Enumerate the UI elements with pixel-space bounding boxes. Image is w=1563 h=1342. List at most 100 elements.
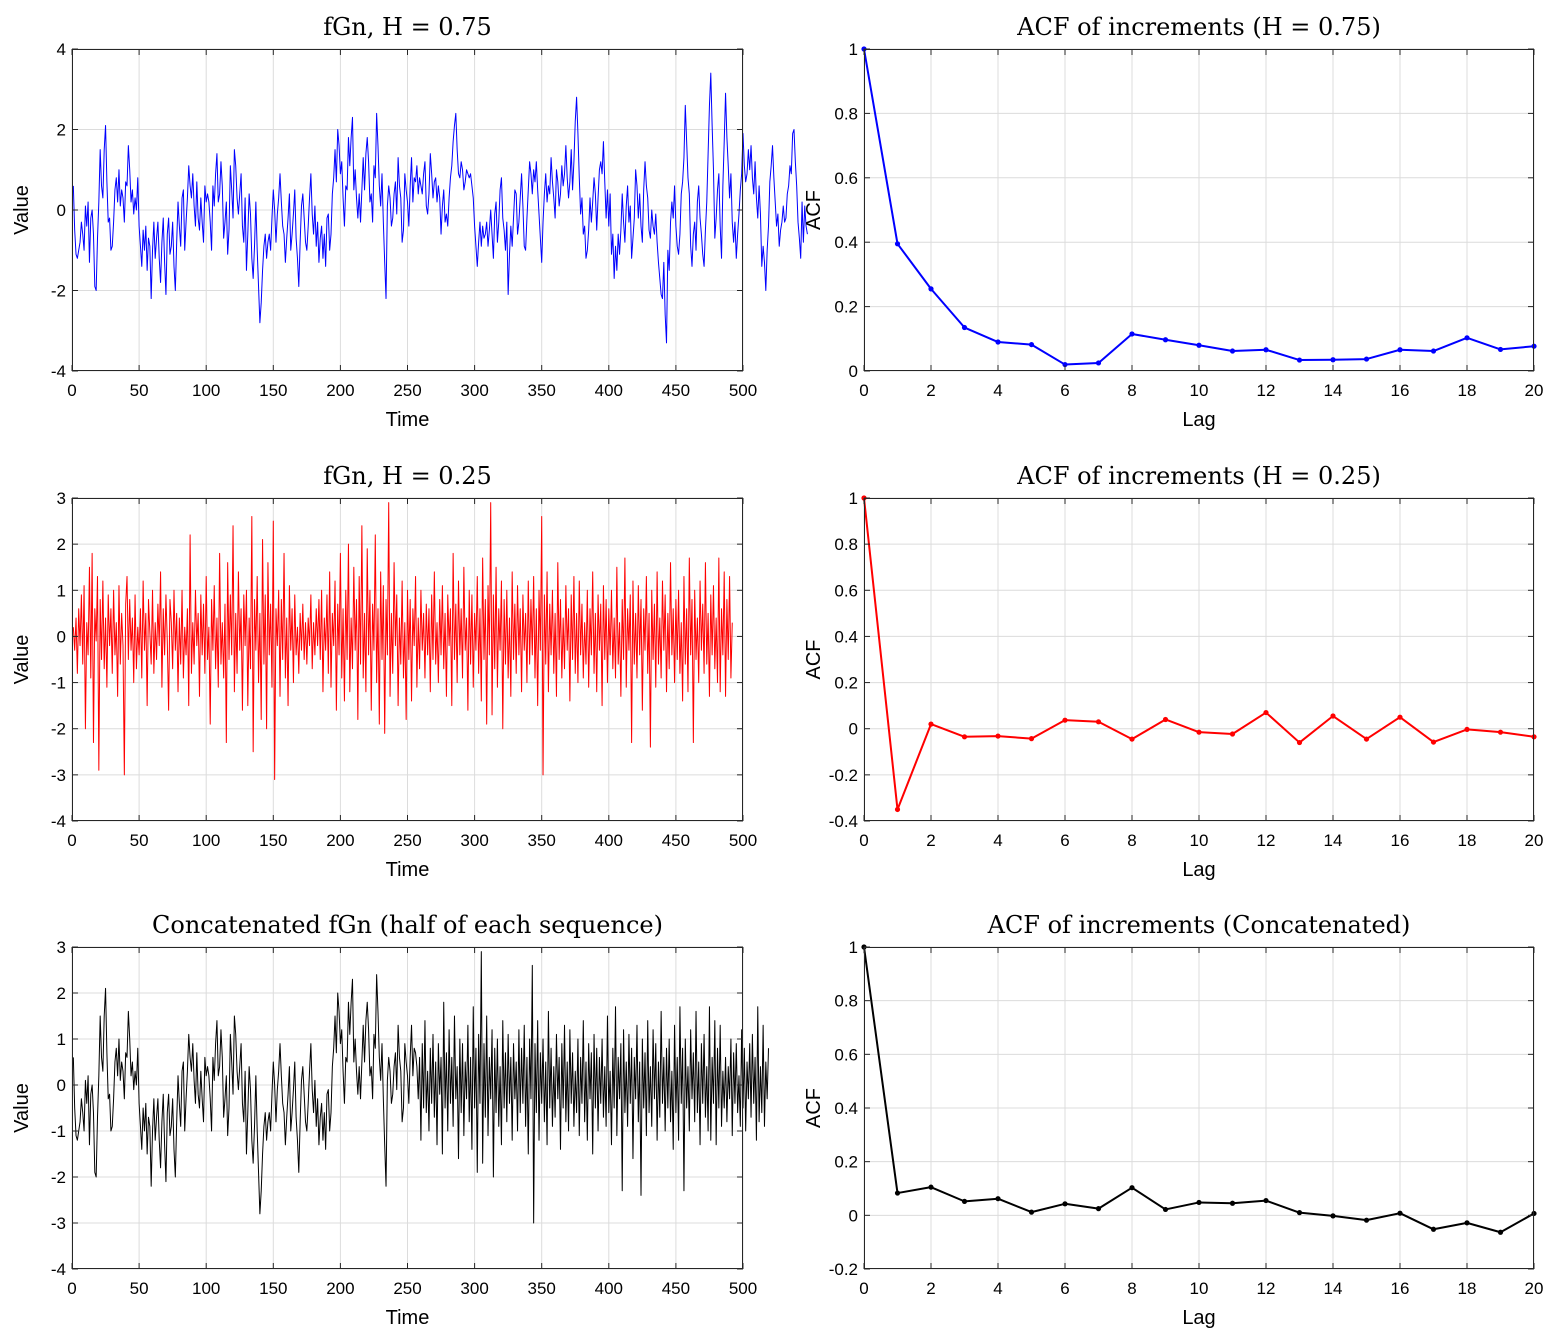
- y-tick-label: 0: [57, 627, 66, 646]
- data-point: [995, 733, 1001, 739]
- subplot-acf025: 0 2 4 6 8 10 12 14 16 18 20 -0.4 -0.2 0 0.2 0.4 0.6 0.8 1 A…: [803, 462, 1543, 881]
- data-point: [1363, 356, 1370, 362]
- x-tick-label: 100: [192, 831, 220, 850]
- chart-title: fGn, H = 0.75: [323, 13, 492, 41]
- y-axis-label: Value: [11, 1083, 33, 1133]
- x-tick-label: 10: [1190, 381, 1209, 400]
- y-tick-label: 0: [57, 201, 66, 220]
- x-tick-label: 150: [259, 1279, 287, 1298]
- y-tick-label: -3: [51, 766, 66, 785]
- y-tick-label: -2: [51, 282, 66, 301]
- y-tick-label: 0: [57, 1076, 66, 1095]
- data-point: [1062, 361, 1068, 368]
- y-tick-label: -4: [51, 1260, 66, 1279]
- data-point: [1397, 347, 1403, 353]
- x-tick-label: 200: [326, 1279, 354, 1298]
- chart-title: ACF of increments (H = 0.25): [1016, 462, 1381, 490]
- x-tick-label: 300: [460, 1279, 488, 1298]
- x-tick-label: 50: [130, 1279, 149, 1298]
- x-tick-label: 400: [595, 381, 623, 400]
- x-tick-label: 8: [1127, 381, 1136, 400]
- y-axis-label: Value: [11, 185, 33, 235]
- data-point: [894, 1190, 901, 1196]
- x-tick-label: 20: [1525, 1279, 1544, 1298]
- data-point: [1129, 331, 1135, 337]
- y-axis-label: Value: [11, 635, 33, 685]
- data-point: [1196, 342, 1202, 348]
- y-tick-label: 3: [57, 489, 66, 508]
- data-point: [1497, 346, 1504, 353]
- subplot-fgn025: 0 50 100 150 200 250 300 350 400 450 500 -4 -3 -2 -1 0 1…: [11, 462, 757, 881]
- x-tick-label: 450: [662, 381, 690, 400]
- data-point: [1430, 348, 1437, 354]
- x-tick-label: 4: [993, 381, 1002, 400]
- data-point: [1430, 1226, 1437, 1232]
- y-tick-label: 1: [57, 1030, 66, 1049]
- y-axis-label: ACF: [803, 190, 825, 230]
- data-point: [1464, 726, 1470, 733]
- data-point: [1397, 1210, 1403, 1216]
- y-tick-label: 0.8: [834, 992, 858, 1011]
- y-tick-label: -3: [51, 1214, 66, 1233]
- x-tick-label: 400: [595, 831, 623, 850]
- x-tick-label: 14: [1324, 831, 1343, 850]
- x-tick-label: 8: [1127, 831, 1136, 850]
- x-tick-label: 12: [1257, 381, 1276, 400]
- subplot-acf075: 0 2 4 6 8 10 12 14 16 18 20 0 0.2 0.4 0.6 0.8 1 ACF of in…: [803, 13, 1543, 431]
- y-tick-label: 0.2: [834, 674, 858, 693]
- x-axis-label: Lag: [1182, 1307, 1215, 1329]
- x-tick-label: 0: [67, 831, 76, 850]
- x-tick-label: 10: [1190, 831, 1209, 850]
- x-tick-label: 18: [1458, 381, 1477, 400]
- data-point: [1229, 1200, 1236, 1206]
- x-tick-label: 500: [729, 831, 757, 850]
- x-tick-label: 500: [729, 1279, 757, 1298]
- x-axis-label: Time: [386, 1307, 430, 1329]
- x-tick-label: 450: [662, 1279, 690, 1298]
- x-tick-label: 0: [859, 831, 868, 850]
- x-tick-label: 0: [859, 381, 868, 400]
- y-tick-label: 0.8: [834, 104, 858, 123]
- series-line: [72, 502, 733, 780]
- y-tick-label: 2: [57, 535, 66, 554]
- y-tick-label: -2: [51, 1168, 66, 1187]
- x-tick-label: 100: [192, 381, 220, 400]
- x-tick-label: 150: [259, 381, 287, 400]
- y-tick-label: 0.6: [834, 1045, 858, 1064]
- x-tick-label: 150: [259, 831, 287, 850]
- x-tick-label: 2: [926, 831, 935, 850]
- x-tick-label: 12: [1257, 831, 1276, 850]
- data-point: [1330, 357, 1336, 363]
- data-point: [1430, 739, 1437, 745]
- x-tick-label: 18: [1458, 831, 1477, 850]
- x-tick-label: 250: [393, 1279, 421, 1298]
- data-point: [1263, 347, 1269, 353]
- chart-title: fGn, H = 0.25: [323, 462, 492, 490]
- data-point: [1229, 348, 1236, 354]
- data-point: [1062, 717, 1068, 723]
- x-tick-label: 20: [1525, 381, 1544, 400]
- data-point: [1229, 731, 1236, 737]
- x-tick-label: 18: [1458, 1279, 1477, 1298]
- x-axis-label: Time: [386, 859, 430, 881]
- data-point: [1330, 1213, 1336, 1219]
- data-point: [1095, 719, 1102, 725]
- y-tick-label: 0.2: [834, 1153, 858, 1172]
- data-point: [961, 734, 968, 740]
- subplot-fgn075: 0 50 100 150 200 250 300 350 400 450 500 -4 -2 0 2 4 fGn…: [11, 13, 808, 431]
- x-tick-label: 250: [393, 831, 421, 850]
- data-point: [1162, 337, 1169, 343]
- y-tick-label: -4: [51, 362, 66, 381]
- x-tick-label: 350: [528, 831, 556, 850]
- data-point: [1397, 714, 1403, 720]
- y-tick-label: 1: [849, 938, 858, 957]
- data-point: [928, 1184, 934, 1190]
- y-tick-label: 2: [57, 984, 66, 1003]
- chart-title: Concatenated fGn (half of each sequence): [152, 911, 663, 939]
- x-tick-label: 6: [1060, 1279, 1069, 1298]
- y-tick-label: -1: [51, 1122, 66, 1141]
- y-tick-label: 4: [57, 40, 66, 59]
- data-point: [1363, 1217, 1370, 1223]
- x-tick-label: 0: [67, 381, 76, 400]
